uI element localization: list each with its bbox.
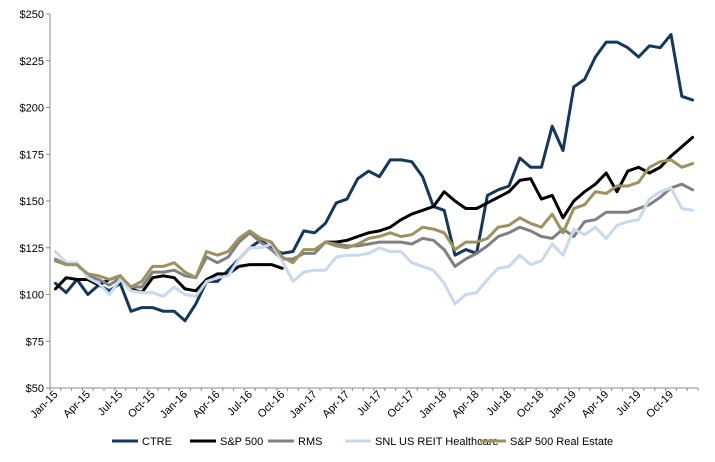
legend-label: RMS [298, 436, 322, 448]
legend-item: S&P 500 [190, 436, 263, 448]
series-line [53, 186, 695, 306]
series-line [53, 263, 284, 295]
x-tick-label: Jul-18 [484, 389, 514, 419]
legend: CTRE S&P 500 RMS SNL US REIT Healthcare S&P … [112, 436, 613, 448]
x-tick-label: Oct-17 [385, 389, 417, 421]
legend-item: S&P 500 Real Estate [480, 436, 613, 448]
x-tick-label: Jan-17 [287, 389, 319, 421]
x-tick-label: Apr-19 [579, 389, 611, 421]
y-tick-label: $250 [20, 9, 44, 21]
legend-label: S&P 500 [220, 436, 263, 448]
x-tick-label: Jul-19 [614, 389, 644, 419]
x-tick-label: Apr-16 [191, 389, 223, 421]
legend-label: SNL US REIT Healthcare [375, 436, 499, 448]
x-tick-label: Oct-16 [255, 389, 287, 421]
x-tick-label: Oct-15 [126, 389, 158, 421]
series-lines [53, 33, 695, 323]
series-line [53, 182, 695, 289]
y-tick-label: $200 [20, 103, 44, 115]
y-axis: $50 $75 $100 $125 $150 $175 $200 $225 $250 [20, 9, 51, 395]
x-tick-label: Jul-17 [355, 389, 385, 419]
x-tick-label: Jan-16 [158, 389, 190, 421]
x-tick-label: Oct-19 [644, 389, 676, 421]
series-rms [53, 182, 695, 289]
series-line [53, 158, 695, 289]
x-tick-label: Jan-18 [417, 389, 449, 421]
y-tick-label: $175 [20, 149, 44, 161]
x-tick-label: Apr-15 [61, 389, 93, 421]
y-tick-label: $150 [20, 196, 44, 208]
y-tick-label: $225 [20, 56, 44, 68]
series-s-p-500 [53, 135, 695, 295]
x-tick-label: Apr-17 [320, 389, 352, 421]
y-tick-label: $125 [20, 243, 44, 255]
series-ctre [53, 33, 695, 323]
x-tick-label: Oct-18 [515, 389, 547, 421]
legend-item: SNL US REIT Healthcare [345, 436, 499, 448]
legend-label: CTRE [142, 436, 172, 448]
x-tick-label: Jul-15 [96, 389, 126, 419]
series-line [323, 135, 695, 244]
series-snl-us-reit-healthcare [53, 186, 695, 306]
y-tick-label: $100 [20, 290, 44, 302]
x-tick-label: Jan-19 [547, 389, 579, 421]
y-tick-label: $50 [26, 383, 44, 395]
y-tick-label: $75 [26, 336, 44, 348]
legend-label: S&P 500 Real Estate [510, 436, 613, 448]
legend-item: CTRE [112, 436, 172, 448]
series-s-p-500-real-estate [53, 158, 695, 289]
series-line [53, 33, 695, 323]
x-tick-label: Apr-18 [450, 389, 482, 421]
x-tick-label: Jul-16 [225, 389, 255, 419]
legend-item: RMS [268, 436, 322, 448]
x-axis: Jan-15 Apr-15 Jul-15 Oct-15 Jan-16 Apr-16 Jul-… [28, 387, 699, 421]
